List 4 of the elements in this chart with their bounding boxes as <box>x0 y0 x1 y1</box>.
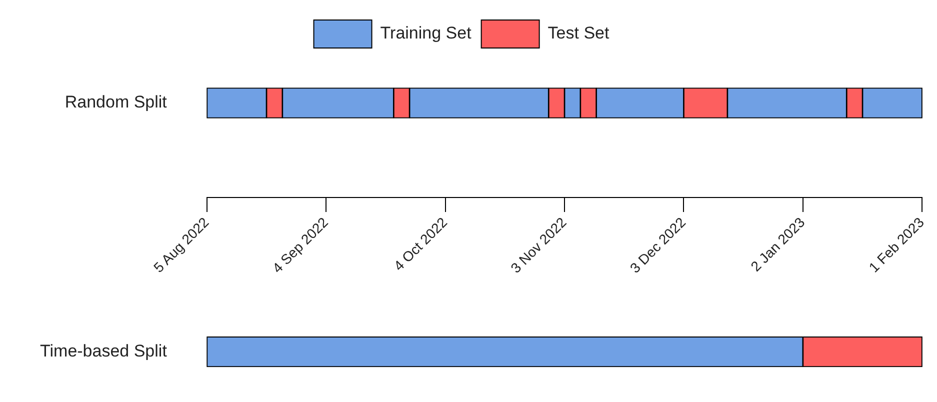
y-tick-label: Random Split <box>64 92 168 112</box>
legend-label: Training Set <box>380 24 472 43</box>
legend-label: Test Set <box>548 24 610 43</box>
y-tick-label: Time-based Split <box>40 341 168 360</box>
